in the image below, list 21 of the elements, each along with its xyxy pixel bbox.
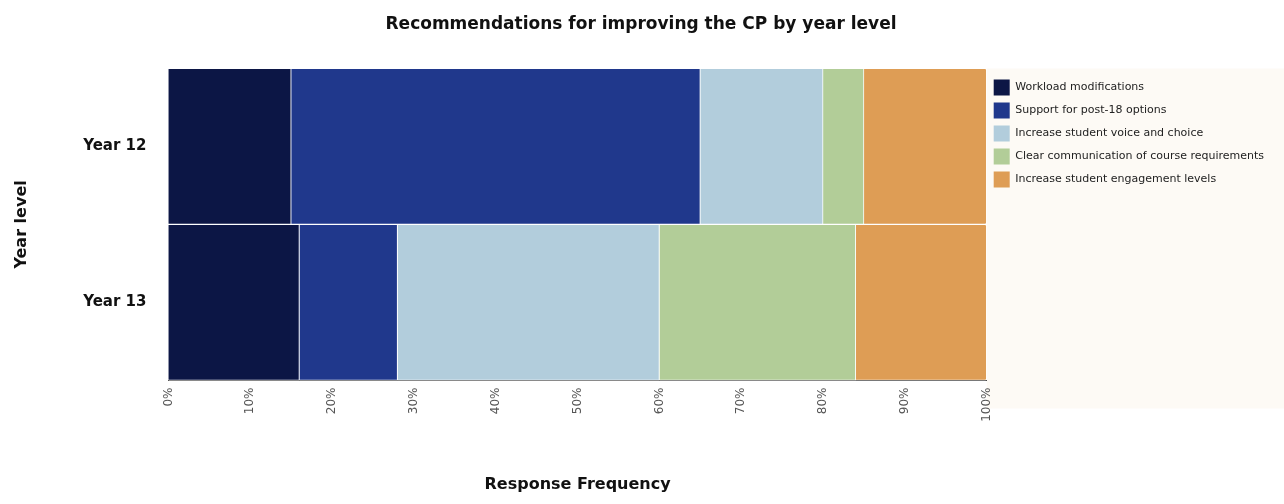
- legend-label: Support for post-18 options: [1015, 103, 1167, 117]
- legend-label: Increase student engagement levels: [1015, 172, 1217, 186]
- x-tick-label: 60%: [651, 387, 666, 415]
- x-tick-label: 70%: [733, 387, 748, 415]
- x-tick-label: 40%: [487, 387, 502, 415]
- y-tick-label: Year 13: [82, 292, 147, 311]
- x-tick-label: 90%: [897, 387, 911, 415]
- x-tick-label: 0%: [160, 387, 175, 407]
- x-tick-label: 50%: [569, 387, 584, 415]
- x-tick-label: 10%: [242, 387, 257, 415]
- x-tick-label: 100%: [978, 387, 993, 422]
- x-tick-label: 80%: [815, 387, 830, 415]
- x-tick-label: 30%: [406, 387, 421, 415]
- legend-label: Clear communication of course requirements: [1015, 149, 1265, 163]
- legend-label: Workload modifications: [1015, 80, 1145, 94]
- y-tick-label: Year 12: [82, 136, 147, 155]
- y-axis-title: Year level: [10, 180, 30, 270]
- legend-label: Increase student voice and choice: [1015, 126, 1204, 140]
- chart-title: Recommendations for improving the CP by year level: [385, 12, 897, 33]
- x-tick-label: 20%: [324, 387, 339, 415]
- x-axis-title: Response Frequency: [484, 473, 672, 493]
